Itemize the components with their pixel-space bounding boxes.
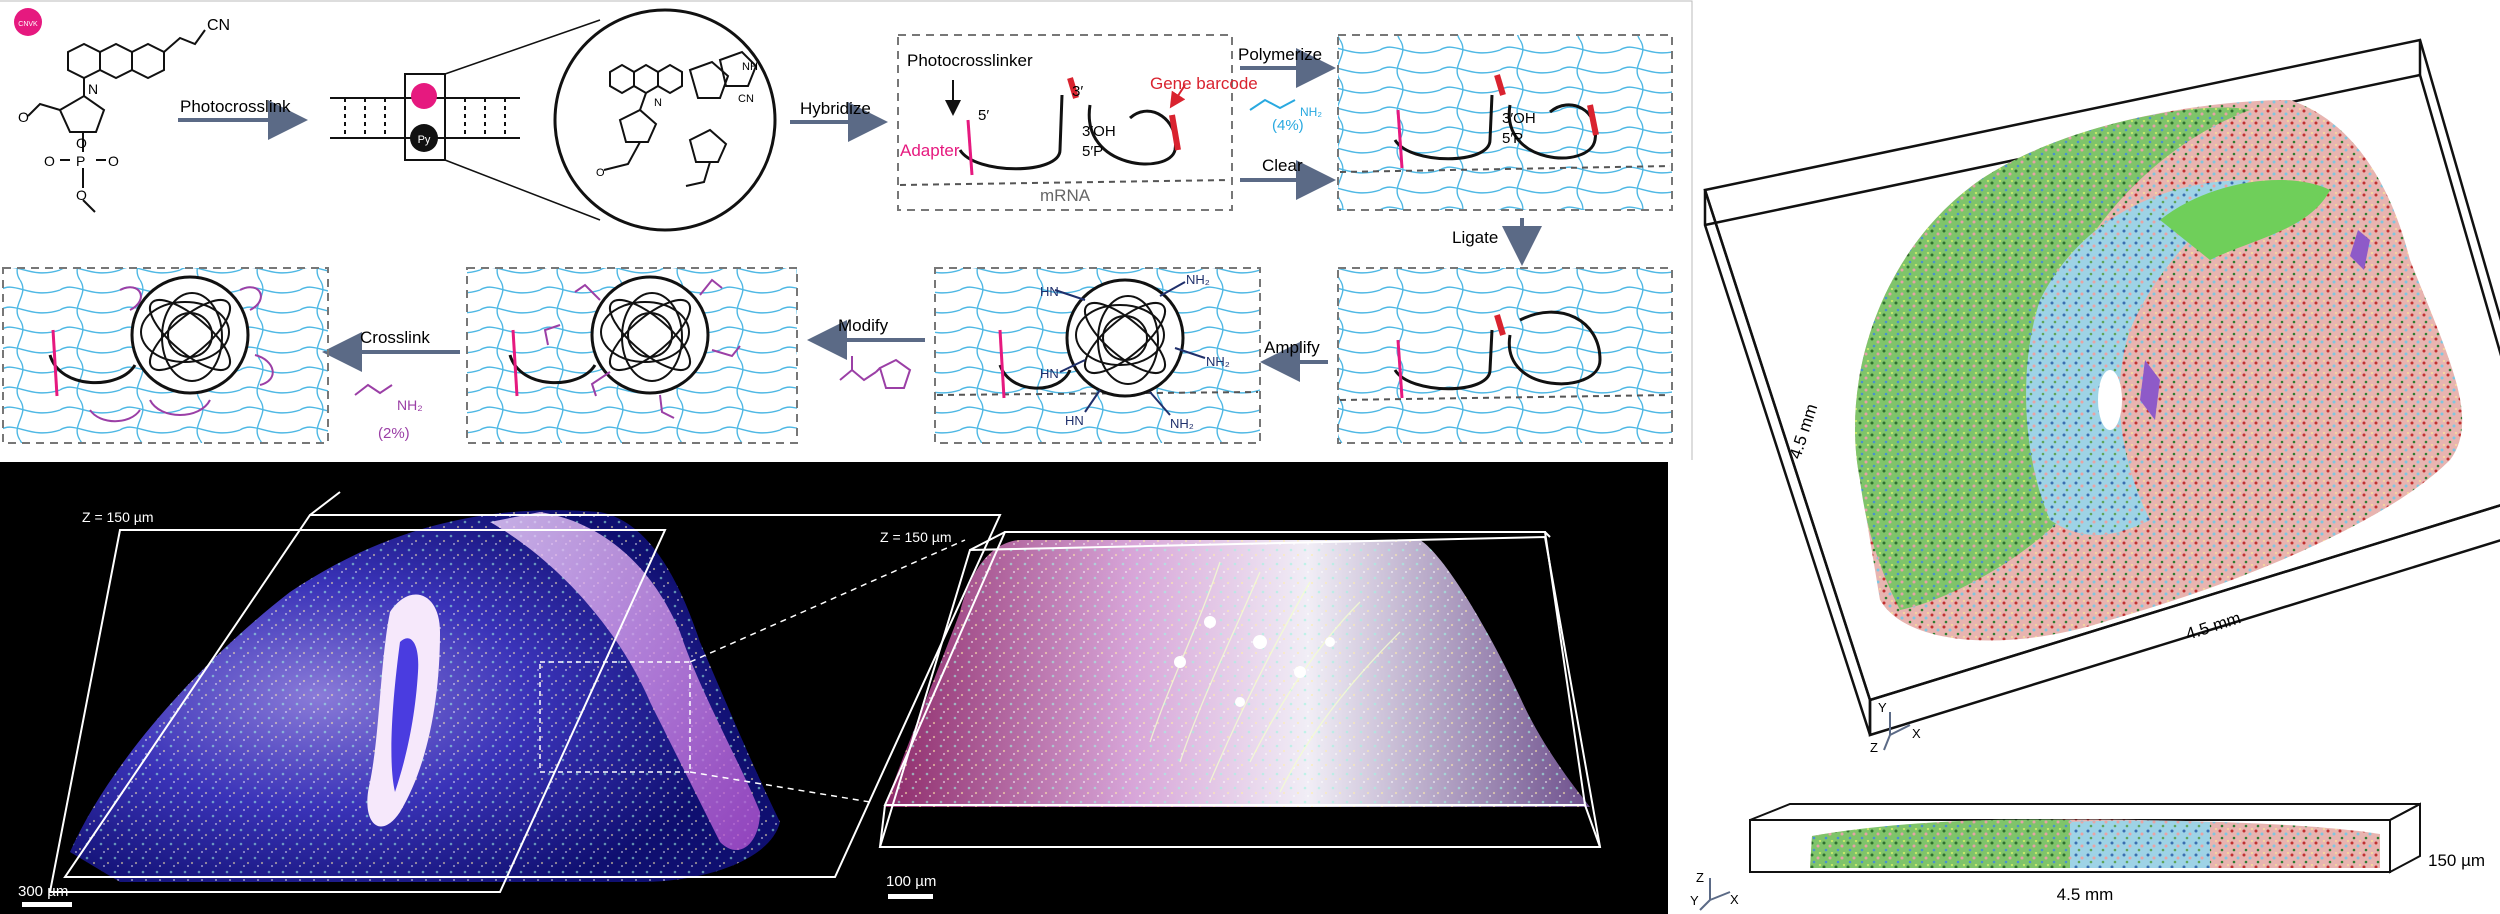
nh2-b-label: NH₂ xyxy=(1206,354,1230,369)
nh2-label-2: NH₂ xyxy=(397,397,423,413)
axis-triad-icon xyxy=(1883,712,1911,751)
crosslink-label: Crosslink xyxy=(360,328,430,347)
mid-scale-label: 100 µm xyxy=(886,873,936,890)
ligate-label: Ligate xyxy=(1452,228,1498,247)
ligated-box xyxy=(1337,267,1673,444)
o3-label: O xyxy=(44,153,55,169)
five-prime-label: 5′ xyxy=(978,107,989,124)
cnvk-molecule: CNVK CN N O P O O O O xyxy=(14,8,230,213)
o5-label: O xyxy=(76,187,87,203)
o-label: O xyxy=(76,135,87,151)
left-scale-label: 300 µm xyxy=(18,883,68,900)
mrna-label: mRNA xyxy=(1040,186,1091,205)
clear-label: Clear xyxy=(1262,156,1303,175)
cnvk-badge-icon xyxy=(14,8,42,36)
axis-z-label: Z xyxy=(1870,740,1878,755)
photocrosslink-label: Photocrosslink xyxy=(180,97,291,116)
adapter-label: Adapter xyxy=(900,141,960,160)
hybridization-box: Photocrosslinker Gene barcode Adapter mR… xyxy=(897,34,1258,211)
pointcloud-panel: 4.5 mm 4.5 mm Y X Z 4.5 mm 150 µm Z Y X xyxy=(1690,38,2500,911)
o6-label: O xyxy=(18,109,29,125)
left-volume xyxy=(48,491,1002,893)
axis2-z-label: Z xyxy=(1696,870,1704,885)
acrylamide-4-label: (4%) xyxy=(1272,117,1304,134)
axis2-x-label: X xyxy=(1730,892,1739,907)
hn-label: HN xyxy=(1040,284,1059,299)
five-p-label: 5′P xyxy=(1082,143,1103,160)
three-oh-label-2: 3′OH xyxy=(1502,110,1536,127)
left-z-label: Z = 150 µm xyxy=(82,509,153,525)
p-label: P xyxy=(76,153,85,169)
dna-duplex: Py xyxy=(330,19,601,221)
nh2-a-label: NH₂ xyxy=(1186,272,1210,287)
amplify-label: Amplify xyxy=(1264,338,1320,357)
dim-bottom-label: 4.5 mm xyxy=(2183,608,2243,644)
crosslinked-box xyxy=(2,267,329,444)
modify-label: Modify xyxy=(838,316,889,335)
nhs-reagent xyxy=(839,356,912,389)
mid-scale-bar xyxy=(888,894,933,899)
workflow-schematic: CNVK CN N O P O O O O Photocrosslink xyxy=(0,0,1693,460)
axis-triad-icon xyxy=(1699,878,1731,911)
o2-label: O xyxy=(596,167,605,179)
axis2-y-label: Y xyxy=(1690,893,1699,908)
acrylamide-2-label: (2%) xyxy=(378,425,410,442)
slab-height-label: 150 µm xyxy=(2428,851,2485,870)
hybridize-label: Hybridize xyxy=(800,99,871,118)
dim-left-label: 4.5 mm xyxy=(1786,401,1822,461)
five-p-label-2: 5′P xyxy=(1502,130,1523,147)
slab-volume xyxy=(1749,802,2421,874)
gene-barcode-label: Gene barcode xyxy=(1150,74,1258,93)
mid-z-label: Z = 150 µm xyxy=(880,529,951,545)
cnvk-badge-label: CNVK xyxy=(18,21,38,28)
axis-y-label: Y xyxy=(1878,700,1887,715)
slab-width-label: 4.5 mm xyxy=(2057,885,2114,904)
nh-label: NH xyxy=(742,61,758,73)
nh2-label: NH₂ xyxy=(1300,105,1322,119)
acrylamide-structure xyxy=(354,383,393,396)
middle-volume xyxy=(878,531,1602,848)
modified-box xyxy=(466,267,798,444)
amplified-box: HN HN HN NH₂ NH₂ NH₂ xyxy=(934,267,1261,444)
three-oh-label: 3′OH xyxy=(1082,123,1116,140)
n-label: N xyxy=(88,81,98,97)
tissue-panel: Z = 150 µm 300 µm xyxy=(0,462,1668,914)
polymerize-label: Polymerize xyxy=(1238,45,1322,64)
left-scale-bar xyxy=(22,902,72,907)
py-label: Py xyxy=(418,134,431,146)
cn-label: CN xyxy=(207,17,230,34)
nh2-c-label: NH₂ xyxy=(1170,416,1194,431)
hn-label-3: HN xyxy=(1065,413,1084,428)
cn-ring-label: CN xyxy=(738,93,754,105)
polymerized-box: 3′OH 5′P xyxy=(1337,34,1673,211)
photocrosslinker-label: Photocrosslinker xyxy=(907,51,1033,70)
three-prime-label: 3′ xyxy=(1072,83,1083,100)
hn-label-2: HN xyxy=(1040,366,1059,381)
o4-label: O xyxy=(108,153,119,169)
axis-x-label: X xyxy=(1912,726,1921,741)
zoom-circle: CN NH N O xyxy=(553,8,777,232)
n2-label: N xyxy=(654,97,662,109)
